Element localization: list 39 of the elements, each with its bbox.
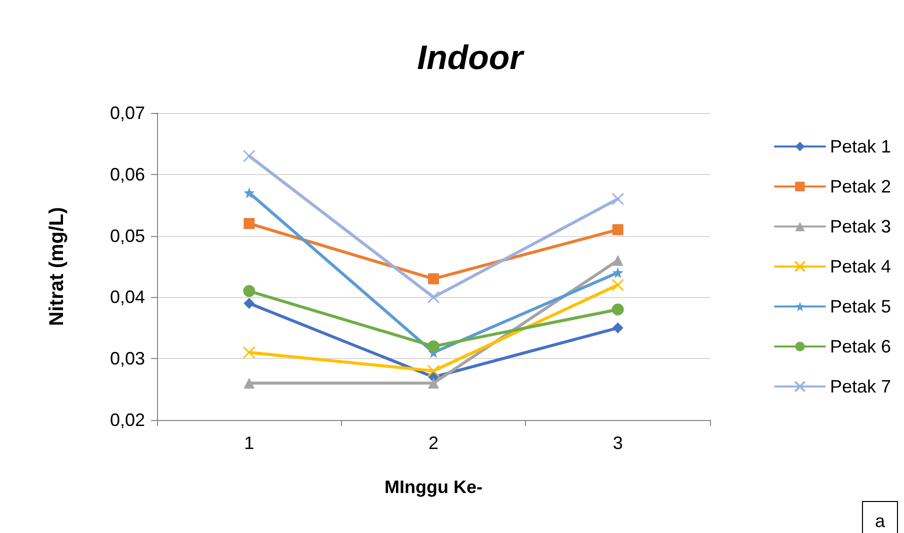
x-tick-label: 3 xyxy=(612,433,623,453)
point xyxy=(612,278,624,292)
x-tick-label: 2 xyxy=(428,433,439,453)
point xyxy=(427,290,440,304)
point xyxy=(612,303,624,316)
y-axis-title: Nitrat (mg/L) xyxy=(46,207,68,326)
y-tick-label: 0,04 xyxy=(110,287,145,308)
point xyxy=(612,254,624,266)
legend-label: Petak 3 xyxy=(830,216,892,236)
text: a xyxy=(874,511,886,531)
point xyxy=(427,364,440,378)
point xyxy=(243,285,256,298)
point xyxy=(428,378,439,389)
point xyxy=(612,192,624,206)
chart-title: Indoor xyxy=(417,39,525,77)
y-tick-label: 0,05 xyxy=(110,226,145,246)
point xyxy=(244,298,255,309)
y-tick-label: 0,06 xyxy=(110,164,145,184)
legend-label: Petak 5 xyxy=(830,296,892,316)
legend-label: Petak 6 xyxy=(830,336,892,356)
legend-label: Petak 4 xyxy=(830,256,892,276)
point xyxy=(244,187,255,198)
legend-label: Petak 1 xyxy=(830,136,892,156)
point xyxy=(612,224,624,236)
y-tick-label: 0,03 xyxy=(110,348,145,369)
x-axis-title: MInggu Ke- xyxy=(384,477,482,497)
point xyxy=(428,340,440,352)
point xyxy=(612,267,624,278)
point xyxy=(244,218,255,230)
y-tick-label: 0,02 xyxy=(110,410,145,430)
point xyxy=(244,378,255,389)
point xyxy=(242,346,256,359)
point xyxy=(242,150,256,162)
legend-label: Petak 2 xyxy=(830,176,892,196)
point xyxy=(612,322,624,334)
x-tick-label: 1 xyxy=(244,433,254,453)
point xyxy=(428,273,439,284)
legend-label: Petak 7 xyxy=(830,376,892,396)
y-tick-label: 0,07 xyxy=(110,103,145,123)
